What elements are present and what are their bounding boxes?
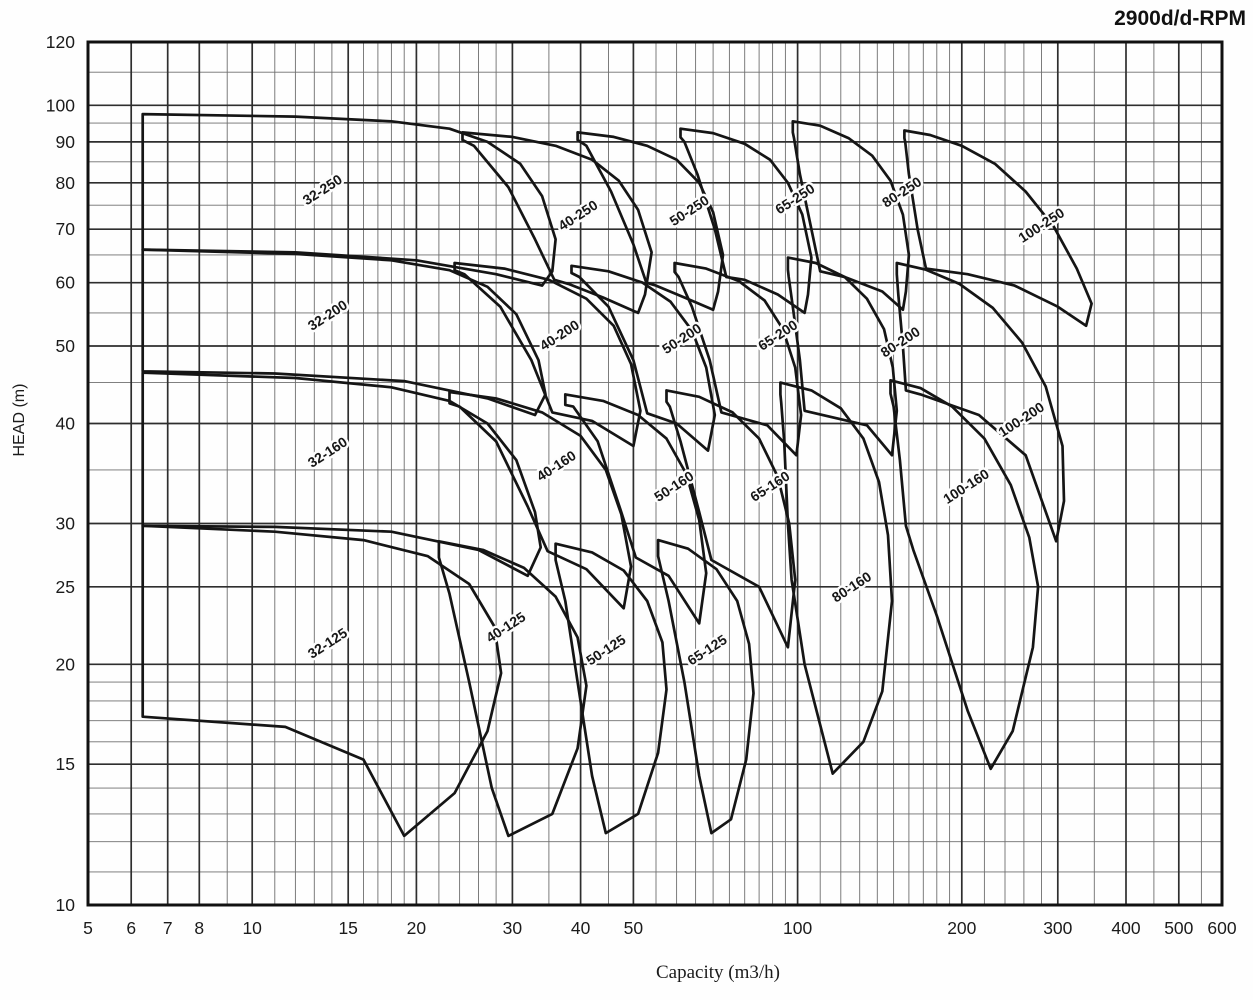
pump-envelope-50-250 bbox=[576, 131, 725, 312]
pump-envelope-label-32-200: 32-200 bbox=[305, 296, 350, 333]
y-tick-label: 25 bbox=[56, 577, 75, 597]
x-tick-label: 30 bbox=[503, 918, 523, 938]
pump-envelope-label-40-250: 40-250 bbox=[555, 197, 600, 234]
pump-envelope-label-100-200: 100-200 bbox=[995, 398, 1047, 440]
pump-envelope-32-125 bbox=[141, 524, 503, 838]
pump-envelope-label-40-200: 40-200 bbox=[537, 316, 582, 353]
pump-envelope-label-50-200: 50-200 bbox=[659, 320, 704, 357]
y-tick-label: 80 bbox=[56, 173, 76, 193]
pump-envelope-label-32-125: 32-125 bbox=[305, 624, 350, 661]
pump-envelope-80-250 bbox=[791, 119, 911, 312]
x-tick-label: 500 bbox=[1164, 918, 1193, 938]
plot-border bbox=[86, 40, 1224, 907]
pump-envelope-65-250 bbox=[679, 127, 813, 315]
y-tick-label: 40 bbox=[56, 414, 76, 434]
y-tick-label: 15 bbox=[56, 754, 75, 774]
pump-envelope-65-125 bbox=[656, 538, 755, 835]
pump-envelope-label-65-250: 65-250 bbox=[772, 180, 817, 217]
pump-envelope-label-32-160: 32-160 bbox=[305, 433, 350, 470]
y-tick-label: 30 bbox=[56, 514, 76, 534]
y-tick-label: 10 bbox=[56, 895, 76, 915]
pump-envelope-label-40-125: 40-125 bbox=[483, 608, 528, 645]
y-tick-label: 90 bbox=[56, 132, 76, 152]
pump-envelope-label-32-250: 32-250 bbox=[300, 171, 345, 208]
chart-title: 2900d/d-RPM bbox=[1114, 7, 1246, 30]
grid-minor-lines bbox=[88, 42, 1222, 905]
pump-envelope-40-250 bbox=[461, 131, 653, 315]
pump-envelope-32-160 bbox=[141, 371, 543, 578]
grid-major-lines bbox=[87, 41, 1223, 906]
pump-envelope-label-65-125: 65-125 bbox=[684, 631, 729, 668]
x-tick-label: 40 bbox=[571, 918, 591, 938]
x-tick-label: 50 bbox=[624, 918, 644, 938]
pump-envelope-100-160 bbox=[889, 378, 1040, 771]
pump-envelope-50-125 bbox=[554, 542, 668, 835]
y-tick-label: 70 bbox=[56, 219, 76, 239]
pump-envelope-label-50-125: 50-125 bbox=[583, 631, 628, 668]
y-axis-title: HEAD (m) bbox=[11, 384, 28, 457]
pump-envelope-65-160 bbox=[665, 389, 797, 649]
pump-envelope-label-50-250: 50-250 bbox=[667, 192, 712, 229]
pump-envelope-32-200 bbox=[141, 248, 547, 417]
y-tick-label: 60 bbox=[56, 273, 76, 293]
x-tick-label: 6 bbox=[126, 918, 136, 938]
x-tick-label: 200 bbox=[947, 918, 976, 938]
x-tick-label: 10 bbox=[242, 918, 262, 938]
pump-envelope-32-250 bbox=[141, 112, 557, 287]
pump-envelope-40-160 bbox=[448, 390, 633, 610]
x-tick-label: 100 bbox=[783, 918, 812, 938]
x-tick-label: 5 bbox=[83, 918, 93, 938]
pump-envelope-80-160 bbox=[779, 381, 894, 775]
y-tick-label: 20 bbox=[56, 654, 76, 674]
pump-envelope-50-200 bbox=[570, 264, 717, 452]
pump-envelope-40-125 bbox=[437, 539, 588, 838]
pump-envelope-65-200 bbox=[673, 261, 803, 457]
y-tick-label: 100 bbox=[46, 95, 75, 115]
x-tick-label: 400 bbox=[1111, 918, 1140, 938]
x-axis-title: Capacity (m3/h) bbox=[656, 962, 780, 983]
pump-envelope-80-200 bbox=[786, 256, 899, 457]
pump-envelope-40-200 bbox=[453, 261, 642, 448]
axis-tick-labels: 5 6 7 8 10 15 20 30 40 50 100 200 300 400 500 600 10 15 20… bbox=[46, 32, 1237, 938]
x-tick-label: 15 bbox=[338, 918, 357, 938]
pump-envelope-100-250 bbox=[903, 129, 1093, 328]
pump-envelope-100-200 bbox=[895, 261, 1066, 543]
y-tick-label: 50 bbox=[56, 336, 76, 356]
x-tick-label: 300 bbox=[1043, 918, 1072, 938]
x-tick-label: 8 bbox=[194, 918, 204, 938]
x-tick-label: 600 bbox=[1207, 918, 1236, 938]
y-tick-label: 120 bbox=[46, 32, 75, 52]
x-tick-label: 20 bbox=[407, 918, 427, 938]
pump-envelopes bbox=[141, 112, 1093, 838]
pump-envelope-50-160 bbox=[563, 393, 708, 625]
pump-envelope-label-40-160: 40-160 bbox=[534, 447, 579, 484]
x-tick-label: 7 bbox=[163, 918, 173, 938]
